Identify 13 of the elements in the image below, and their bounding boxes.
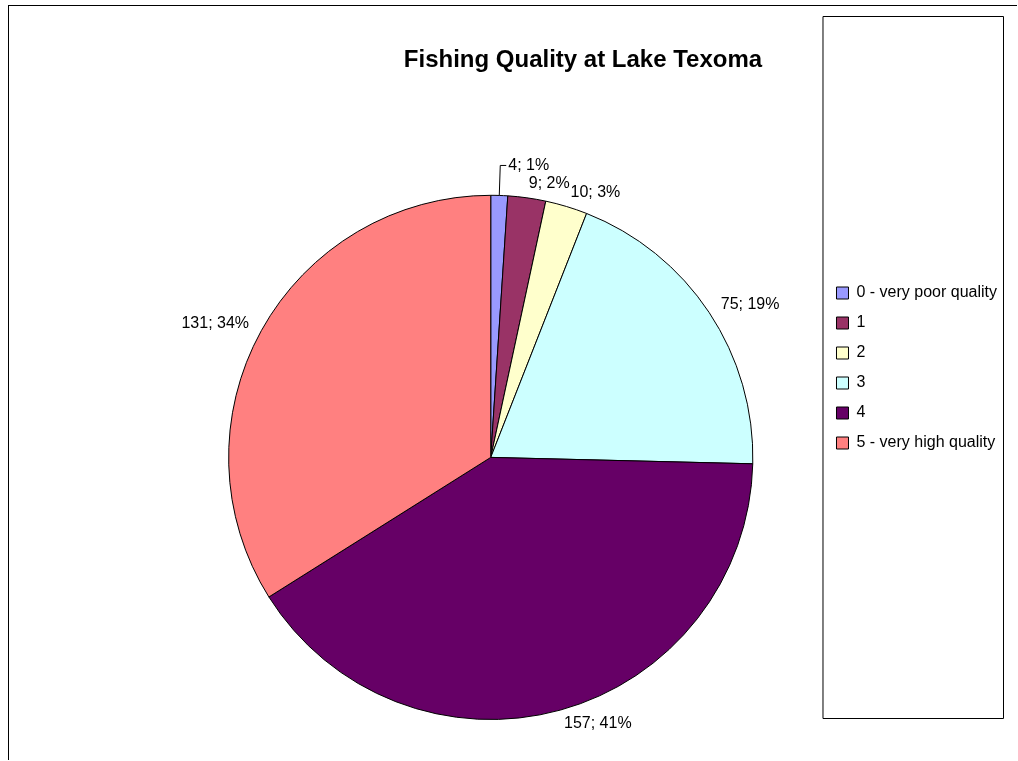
legend-label: 5 - very high quality: [856, 433, 996, 451]
legend-label: 0 - very poor quality: [856, 283, 998, 301]
data-label: 4; 1%: [508, 155, 550, 173]
legend-label: 4: [856, 403, 866, 421]
legend-label: 3: [856, 373, 866, 391]
data-label: 75; 19%: [720, 295, 780, 313]
data-label: 10; 3%: [570, 183, 621, 201]
legend-label: 1: [856, 313, 866, 331]
legend-label: 2: [856, 343, 866, 361]
data-label: 131; 34%: [181, 314, 250, 332]
text: Fishing Quality at Lake Texoma: [403, 45, 763, 73]
data-label: 9; 2%: [528, 174, 570, 192]
data-label: 157; 41%: [564, 714, 632, 732]
